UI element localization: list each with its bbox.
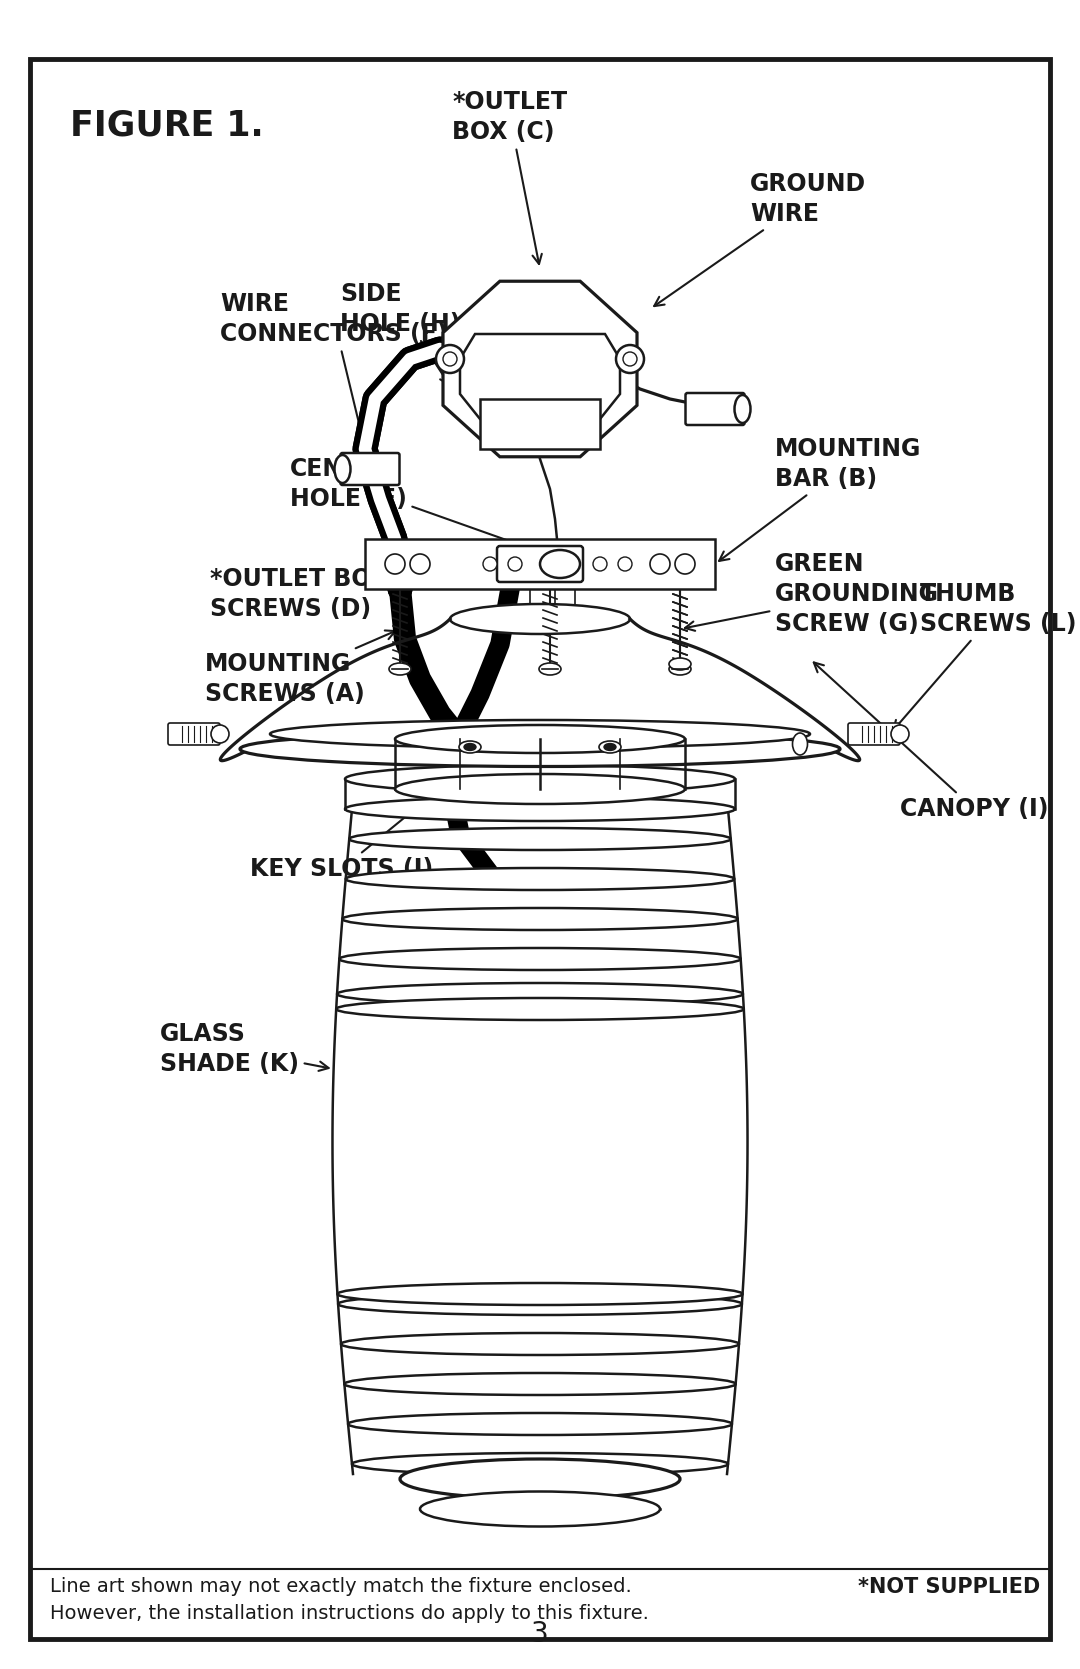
- Ellipse shape: [395, 774, 685, 804]
- Ellipse shape: [669, 663, 691, 674]
- Text: However, the installation instructions do apply to this fixture.: However, the installation instructions d…: [50, 1604, 649, 1622]
- Ellipse shape: [349, 828, 731, 850]
- Text: Line art shown may not exactly match the fixture enclosed.: Line art shown may not exactly match the…: [50, 1577, 632, 1596]
- Ellipse shape: [338, 1293, 742, 1315]
- Ellipse shape: [599, 741, 621, 753]
- Text: *OUTLET
BOX (C): *OUTLET BOX (C): [453, 90, 568, 264]
- Circle shape: [483, 557, 497, 571]
- Text: CANOPY (I): CANOPY (I): [813, 663, 1049, 821]
- Text: GROUND
WIRE: GROUND WIRE: [654, 172, 866, 305]
- Ellipse shape: [348, 1414, 732, 1435]
- Ellipse shape: [336, 998, 744, 1020]
- Text: GLASS
SHADE (K): GLASS SHADE (K): [160, 1021, 328, 1077]
- Ellipse shape: [345, 798, 735, 821]
- Ellipse shape: [604, 743, 616, 751]
- Text: MOUNTING
BAR (B): MOUNTING BAR (B): [719, 437, 921, 561]
- Text: GREEN
GROUNDING
SCREW (G): GREEN GROUNDING SCREW (G): [685, 552, 939, 636]
- Circle shape: [443, 352, 457, 366]
- FancyBboxPatch shape: [340, 452, 400, 486]
- Ellipse shape: [240, 731, 840, 766]
- Bar: [345, 779, 735, 809]
- Text: *OUTLET BOX
SCREWS (D): *OUTLET BOX SCREWS (D): [210, 562, 405, 621]
- Ellipse shape: [341, 1334, 739, 1355]
- Text: CENTER
HOLE (E): CENTER HOLE (E): [291, 457, 555, 559]
- Ellipse shape: [339, 948, 741, 970]
- Ellipse shape: [540, 551, 580, 577]
- FancyBboxPatch shape: [686, 392, 744, 426]
- Bar: [480, 399, 600, 449]
- Ellipse shape: [335, 456, 351, 482]
- Ellipse shape: [459, 741, 481, 753]
- Ellipse shape: [345, 1374, 735, 1395]
- Circle shape: [650, 554, 670, 574]
- Ellipse shape: [337, 1283, 743, 1305]
- Ellipse shape: [400, 1459, 680, 1499]
- Text: FIGURE 1.: FIGURE 1.: [70, 108, 264, 144]
- Circle shape: [211, 724, 229, 743]
- Polygon shape: [460, 334, 620, 419]
- Ellipse shape: [342, 908, 738, 930]
- Text: 3: 3: [531, 1621, 549, 1647]
- Text: SIDE
HOLE (H): SIDE HOLE (H): [340, 282, 460, 386]
- Text: THUMB
SCREWS (L): THUMB SCREWS (L): [893, 582, 1077, 729]
- Circle shape: [618, 557, 632, 571]
- Ellipse shape: [450, 604, 630, 634]
- Circle shape: [623, 352, 637, 366]
- Text: KEY SLOTS (J): KEY SLOTS (J): [249, 768, 467, 881]
- Ellipse shape: [793, 733, 808, 754]
- Circle shape: [436, 345, 464, 372]
- Ellipse shape: [337, 983, 743, 1005]
- Ellipse shape: [346, 868, 734, 890]
- Ellipse shape: [420, 1492, 660, 1527]
- Text: MOUNTING
SCREWS (A): MOUNTING SCREWS (A): [205, 631, 395, 706]
- Ellipse shape: [389, 663, 411, 674]
- Circle shape: [616, 345, 644, 372]
- FancyBboxPatch shape: [497, 546, 583, 582]
- Bar: [365, 539, 715, 589]
- FancyBboxPatch shape: [848, 723, 900, 744]
- Ellipse shape: [270, 719, 810, 748]
- Circle shape: [675, 554, 696, 574]
- Ellipse shape: [539, 663, 561, 674]
- Ellipse shape: [352, 1454, 728, 1475]
- Ellipse shape: [669, 658, 691, 669]
- Circle shape: [593, 557, 607, 571]
- Ellipse shape: [734, 396, 751, 422]
- Text: *NOT SUPPLIED: *NOT SUPPLIED: [858, 1577, 1040, 1597]
- Circle shape: [384, 554, 405, 574]
- FancyBboxPatch shape: [168, 723, 220, 744]
- Circle shape: [891, 724, 909, 743]
- Text: WIRE
CONNECTORS (F): WIRE CONNECTORS (F): [220, 292, 447, 464]
- Circle shape: [410, 554, 430, 574]
- Ellipse shape: [345, 764, 735, 793]
- Ellipse shape: [395, 724, 685, 753]
- Circle shape: [508, 557, 522, 571]
- Polygon shape: [443, 282, 637, 457]
- Ellipse shape: [464, 743, 476, 751]
